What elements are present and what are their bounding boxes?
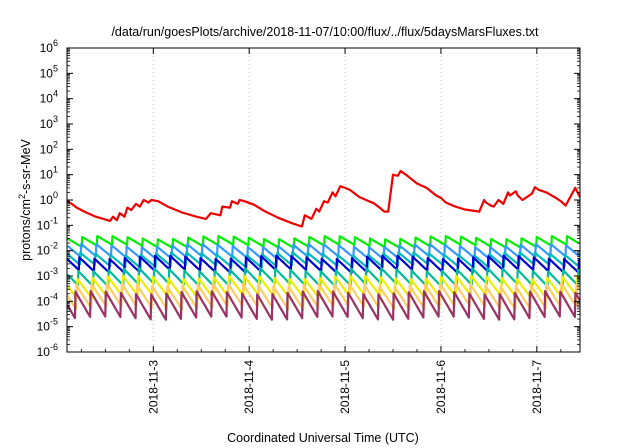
x-tick-label: 2018-11-7 [530, 360, 544, 414]
y-tick-label: 10-2 [37, 241, 58, 258]
y-tick-label: 100 [40, 190, 58, 207]
y-axis-label-prefix: protons/cm [19, 199, 33, 261]
y-axis-label-suffix: -s-sr-MeV [19, 138, 33, 194]
y-tick-label: 104 [40, 89, 58, 106]
y-tick-label: 10-1 [37, 215, 58, 232]
y-axis-label-sup: 2 [17, 194, 27, 199]
flux-series-line [67, 274, 580, 300]
x-tick-label: 2018-11-3 [146, 360, 160, 414]
y-tick-label: 106 [40, 38, 58, 55]
y-tick-label: 10-4 [37, 291, 58, 308]
chart-title: /data/run/goesPlots/archive/2018-11-07/1… [111, 25, 539, 39]
series-group [66, 169, 581, 321]
x-tick-label: 2018-11-4 [242, 360, 256, 414]
y-axis-label: protons/cm2-s-sr-MeV [17, 138, 33, 260]
x-tick-label: 2018-11-5 [338, 360, 352, 414]
y-tick-label: 101 [40, 165, 58, 182]
flux-series-line [66, 282, 581, 311]
flux-series-line [66, 169, 581, 228]
flux-series-line [66, 290, 581, 321]
y-tick-label: 103 [40, 114, 58, 131]
flux-series-line [66, 242, 580, 261]
x-axis: 2018-11-3 2018-11-4 2018-11-5 2018-11-6 2018… [80, 48, 562, 414]
x-tick-label: 2018-11-6 [434, 360, 448, 414]
y-tick-label: 105 [40, 63, 58, 80]
y-axis: 10-6 10-5 10-4 10-3 10-2 10-1 100 101 102 103 104 1… [37, 38, 580, 359]
y-tick-label: 10-5 [37, 317, 58, 334]
y-tick-label: 10-3 [37, 266, 58, 283]
x-axis-label: Coordinated Universal Time (UTC) [227, 431, 419, 445]
y-tick-label: 10-6 [37, 342, 58, 359]
y-tick-label: 102 [40, 139, 58, 156]
